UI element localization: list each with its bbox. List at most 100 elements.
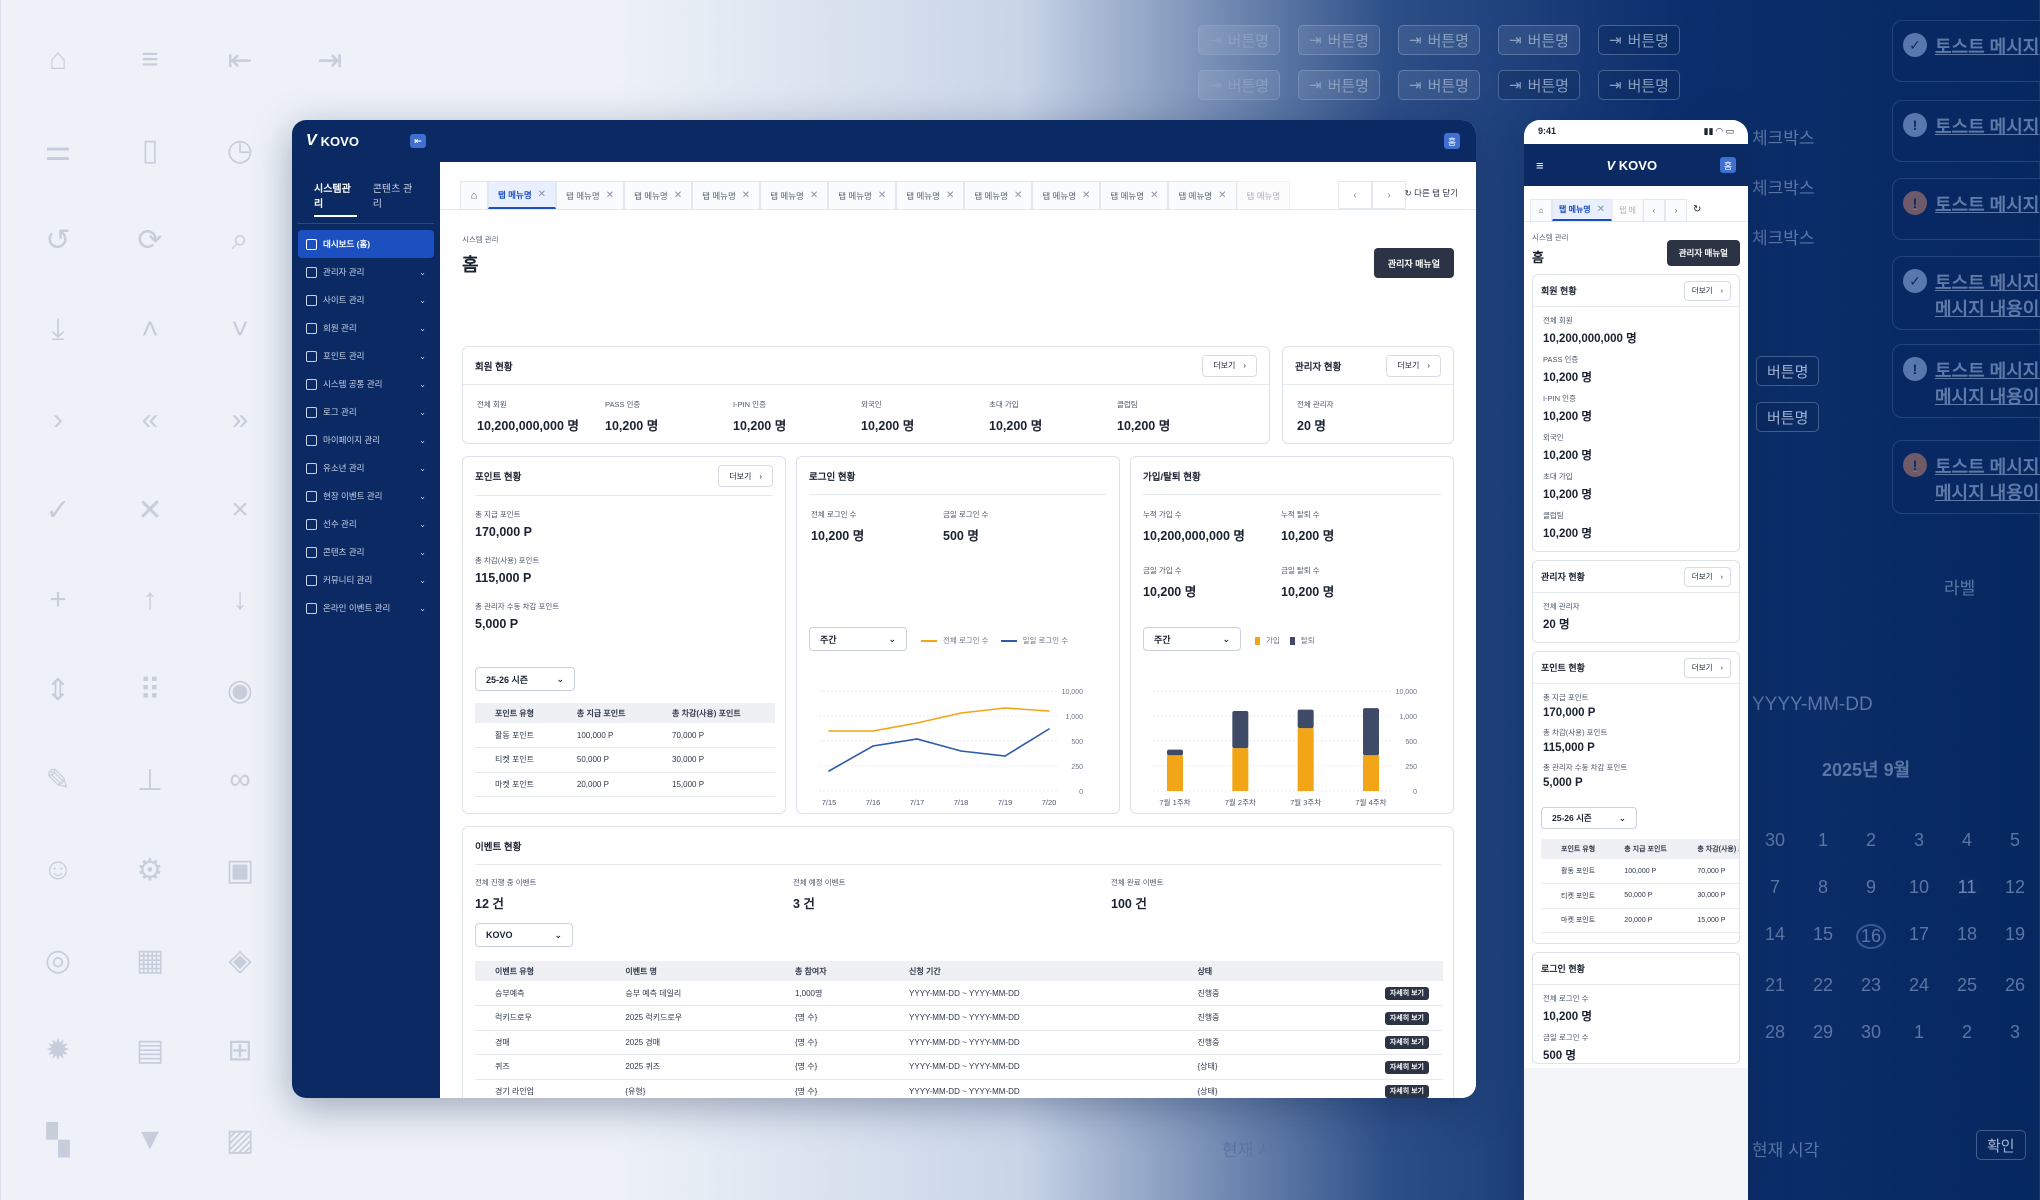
close-icon[interactable]: ✕ — [741, 190, 751, 201]
refresh-icon[interactable]: ↻ — [1693, 204, 1702, 215]
sidebar-item[interactable]: 선수 관리 ⌄ — [298, 510, 434, 538]
chevron-left-icon[interactable]: ‹ — [1643, 199, 1666, 221]
kovo-logo-icon: V — [306, 132, 317, 149]
detail-button[interactable]: 자세히 보기 — [1384, 1011, 1429, 1025]
trash-icon: ▯ — [141, 133, 159, 167]
bg-button: ⇥ 버튼명 — [1198, 25, 1280, 55]
tab-item[interactable]: 탭 메뉴명 ✕ — [1032, 181, 1101, 209]
table-cell: 티켓 포인트 — [475, 747, 557, 773]
tab-active[interactable]: 탭 메뉴명 ✕ — [1552, 199, 1613, 221]
sidebar-tab-content[interactable]: 콘텐츠 관리 — [372, 184, 413, 210]
tab-item[interactable]: 탭 메뉴명 ✕ — [692, 181, 761, 209]
more-button[interactable]: 더보기 › — [1683, 657, 1731, 678]
stat-value: 10,200 명 — [1543, 450, 1592, 462]
more-button[interactable]: 더보기 › — [1202, 354, 1257, 377]
menu-item-icon — [306, 294, 317, 306]
tab-item[interactable]: 탭 메뉴명 ✕ — [760, 181, 829, 209]
close-icon[interactable]: ✕ — [605, 190, 615, 201]
detail-button[interactable]: 자세히 보기 — [1384, 1060, 1429, 1074]
close-icon[interactable]: ✕ — [945, 190, 955, 201]
sidebar-item[interactable]: 포인트 관리 ⌄ — [298, 342, 434, 370]
more-button[interactable]: 더보기 › — [1683, 280, 1731, 301]
close-icon[interactable]: ✕ — [1596, 204, 1606, 215]
table-cell: 15,000 P — [1677, 908, 1739, 933]
close-icon[interactable]: ✕ — [1013, 190, 1023, 201]
tab-item[interactable]: 탭 메뉴명 ✕ — [624, 181, 693, 209]
tab-item[interactable]: 탭 메뉴명 ✕ — [896, 181, 965, 209]
sidebar-item[interactable]: 대시보드 (홈) — [298, 230, 434, 258]
admin-manual-button[interactable]: 관리자 매뉴얼 — [1373, 248, 1454, 278]
stat: 전체 진행 중 이벤트 12 건 — [475, 877, 536, 912]
organization-select[interactable]: KOVO ⌄ — [475, 923, 573, 947]
more-button[interactable]: 더보기 › — [1683, 566, 1731, 587]
sort-icon: ⇕ — [45, 673, 71, 707]
close-icon[interactable]: ✕ — [809, 190, 819, 201]
chevron-right-icon[interactable]: › — [1372, 181, 1406, 209]
tab-item[interactable]: 탭 메뉴명 ✕ — [1100, 181, 1169, 209]
sidebar-item[interactable]: 로그 관리 ⌄ — [298, 398, 434, 426]
menu-icon[interactable]: ≡ — [1536, 157, 1544, 173]
more-button[interactable]: 더보기 › — [1386, 354, 1441, 377]
login-status-card: 로그인 현황 전체 로그인 수 10,200 명 금일 로그인 수 500 명 — [1532, 952, 1740, 1064]
stat-label: 총 관리자 수동 차감 포인트 — [1543, 763, 1628, 772]
close-other-tabs-button[interactable]: ↻ 다른 탭 닫기 — [1404, 188, 1458, 198]
sidebar-item[interactable]: 사이트 관리 ⌄ — [298, 286, 434, 314]
tab-item[interactable]: 탭 메뉴명 ✕ — [964, 181, 1033, 209]
detail-button[interactable]: 자세히 보기 — [1384, 1036, 1429, 1050]
tab-faded[interactable]: 탭 메뉴명 — [1236, 181, 1291, 209]
mobile-tab-bar: ⌂ 탭 메뉴명 ✕ 탭 메 ‹ › ↻ — [1524, 186, 1748, 222]
legend-label: 가입 — [1266, 636, 1280, 645]
bg-checkbox-label: 체크박스 — [1752, 179, 1815, 198]
close-icon[interactable]: ✕ — [1218, 190, 1227, 201]
season-select[interactable]: 25-26 시즌 ⌄ — [1541, 807, 1637, 829]
sidebar-tab-system[interactable]: 시스템관리 — [314, 180, 357, 217]
sidebar-toggle-button[interactable]: ⇤ — [410, 134, 426, 148]
table-cell: 마켓 포인트 — [475, 772, 557, 797]
x-tick-label: 7월 2주차 — [1225, 797, 1256, 807]
sidebar-item[interactable]: 커뮤니티 관리 ⌄ — [298, 566, 434, 594]
home-button[interactable]: 홈 — [1444, 133, 1460, 149]
chevron-left-icon[interactable]: ‹ — [1338, 181, 1372, 209]
card-title: 관리자 현황 — [1541, 572, 1585, 582]
period-select[interactable]: 주간 ⌄ — [1143, 627, 1241, 651]
data-point — [1048, 728, 1050, 730]
tab-home[interactable]: ⌂ — [1530, 199, 1552, 221]
sidebar-item[interactable]: 마이페이지 관리 ⌄ — [298, 426, 434, 454]
more-button[interactable]: 더보기 › — [718, 465, 773, 487]
detail-button[interactable]: 자세히 보기 — [1384, 1085, 1429, 1098]
home-button[interactable]: 홈 — [1720, 157, 1736, 173]
bg-button: ⇥ 버튼명 — [1598, 25, 1680, 55]
sidebar-item[interactable]: 시스템 공통 관리 ⌄ — [298, 370, 434, 398]
tab-active[interactable]: 탭 메뉴명 ✕ — [488, 181, 557, 209]
period-select[interactable]: 주간 ⌄ — [809, 627, 907, 651]
close-icon[interactable]: ✕ — [673, 190, 683, 201]
tab-item[interactable]: 탭 메뉴명 ✕ — [828, 181, 897, 209]
stat-value: 500 명 — [943, 529, 979, 543]
detail-button[interactable]: 자세히 보기 — [1384, 987, 1429, 1000]
stat-value: 20 명 — [1297, 419, 1326, 433]
tab-item[interactable]: 탭 메뉴명 ✕ — [1168, 181, 1237, 209]
sidebar-item[interactable]: 회원 관리 ⌄ — [298, 314, 434, 342]
sidebar-item[interactable]: 현장 이벤트 관리 ⌄ — [298, 482, 434, 510]
season-select[interactable]: 25-26 시즌 ⌄ — [475, 667, 575, 691]
chevron-right-icon[interactable]: › — [1665, 199, 1688, 221]
sidebar-item[interactable]: 유소년 관리 ⌄ — [298, 454, 434, 482]
tab-item[interactable]: 탭 메뉴명 ✕ — [556, 181, 625, 209]
column-header: 총 참여자 — [774, 961, 890, 981]
tab-faded[interactable]: 탭 메 — [1612, 199, 1644, 221]
sidebar-item[interactable]: 온라인 이벤트 관리 ⌄ — [298, 594, 434, 622]
drag-icon: ⠿ — [139, 673, 161, 707]
close-icon[interactable]: ✕ — [1150, 190, 1159, 201]
tab-home[interactable]: ⌂ — [460, 181, 488, 209]
menu-item-icon — [306, 574, 317, 586]
close-icon[interactable]: ✕ — [537, 189, 547, 200]
sidebar-item[interactable]: 콘텐츠 관리 ⌄ — [298, 538, 434, 566]
x-tick-label: 7/15 — [822, 798, 837, 807]
close-icon[interactable]: ✕ — [1082, 190, 1091, 201]
sidebar-item[interactable]: 관리자 관리 ⌄ — [298, 258, 434, 286]
admin-manual-button[interactable]: 관리자 매뉴얼 — [1666, 240, 1740, 266]
close-icon[interactable]: ✕ — [877, 190, 887, 201]
tab-navigation: ‹ › — [1338, 181, 1406, 209]
home-icon: ⌂ — [1538, 206, 1544, 215]
